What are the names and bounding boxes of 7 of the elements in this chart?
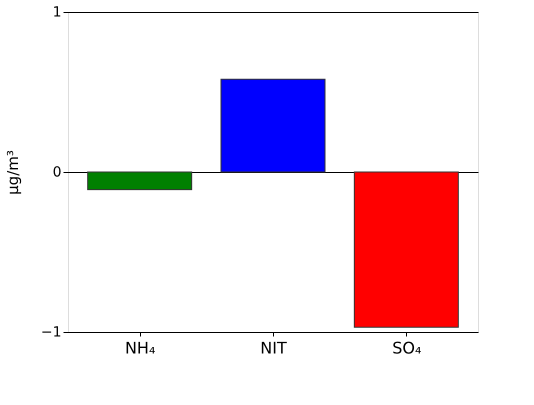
x-tick-label: SO₄: [392, 338, 422, 358]
y-tick-label: 1: [52, 4, 62, 20]
y-tick-label: −1: [40, 324, 62, 340]
y-tick-label: 0: [52, 164, 62, 180]
y-axis-title: μg/m³: [4, 150, 22, 195]
x-tick-label: NH₄: [124, 338, 156, 358]
x-tick-label: NIT: [260, 338, 287, 358]
